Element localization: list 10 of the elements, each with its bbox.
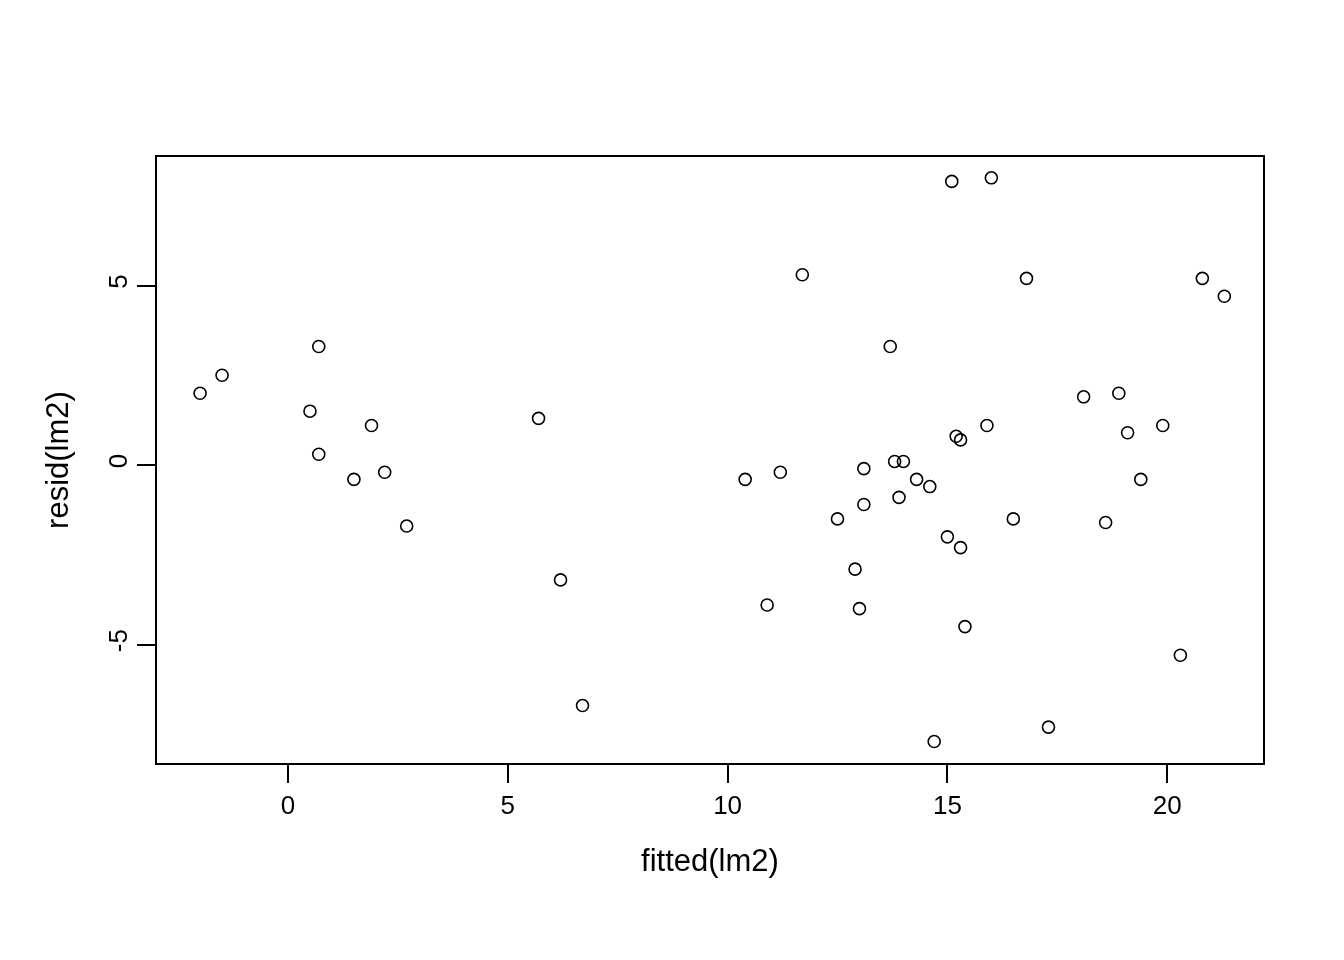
x-tick-label: 15 [932,789,962,820]
x-tick-label: 10 [713,789,743,820]
y-tick-label: 5 [102,274,133,289]
y-tick-label: -5 [102,629,133,653]
x-tick-label: 20 [1152,789,1182,820]
x-tick-label: 5 [500,789,516,820]
y-axis-title: resid(lm2) [40,391,75,529]
y-tick-label: 0 [102,453,133,469]
x-axis-title: fitted(lm2) [641,842,779,878]
x-tick-label: 0 [280,789,296,820]
